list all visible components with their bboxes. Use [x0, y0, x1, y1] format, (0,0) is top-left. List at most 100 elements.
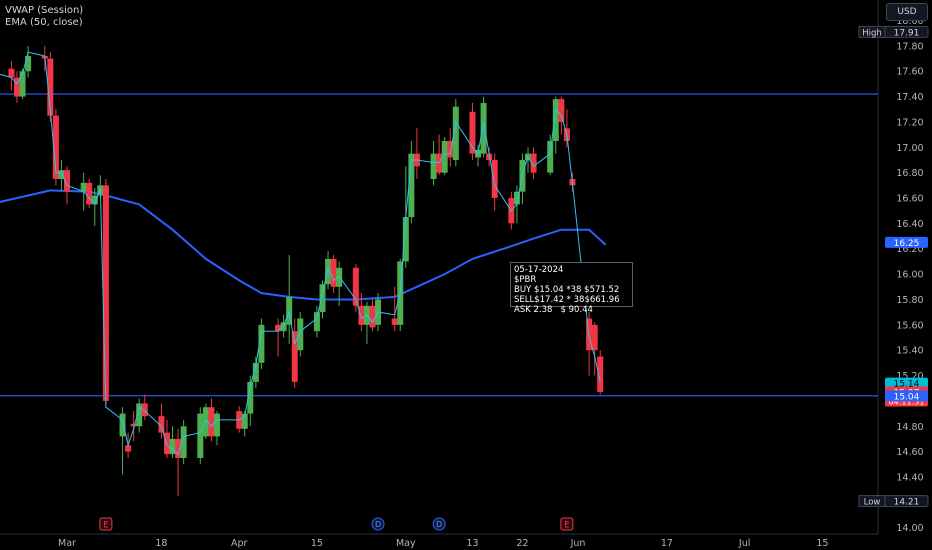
- candle[interactable]: [102, 179, 109, 408]
- candle-body: [352, 267, 359, 306]
- earnings-marker[interactable]: E: [99, 517, 113, 531]
- candle-body: [547, 140, 554, 173]
- x-tick-label: 22: [516, 538, 528, 549]
- candle[interactable]: [280, 314, 287, 338]
- candle[interactable]: [286, 255, 293, 344]
- candle[interactable]: [297, 312, 304, 357]
- candle[interactable]: [530, 147, 537, 180]
- candle[interactable]: [480, 96, 487, 158]
- candle-body: [558, 99, 565, 122]
- candle-body: [8, 68, 15, 78]
- candle[interactable]: [452, 99, 459, 167]
- candle[interactable]: [441, 137, 448, 176]
- candle[interactable]: [275, 318, 282, 357]
- candle[interactable]: [136, 398, 143, 433]
- candle[interactable]: [91, 187, 98, 226]
- candle[interactable]: [169, 426, 176, 458]
- candle-body: [241, 413, 248, 429]
- candle-body: [480, 102, 487, 154]
- candle-body: [291, 331, 298, 382]
- earnings-icon: [560, 517, 574, 531]
- event-label: D: [375, 520, 381, 529]
- y-tick-label: 14.80: [896, 422, 923, 433]
- candle[interactable]: [86, 179, 93, 209]
- candle[interactable]: [25, 45, 32, 78]
- price-label-box: [885, 390, 928, 402]
- y-tick-label: 15.60: [896, 320, 923, 331]
- candle-body: [202, 407, 209, 437]
- candle[interactable]: [213, 411, 220, 446]
- candle[interactable]: [130, 411, 137, 442]
- candle[interactable]: [158, 403, 165, 439]
- candle[interactable]: [14, 71, 21, 103]
- candle[interactable]: [447, 128, 454, 167]
- candle[interactable]: [469, 102, 476, 160]
- dividend-icon: [432, 517, 446, 531]
- candle[interactable]: [486, 147, 493, 167]
- candle-body: [258, 324, 265, 363]
- event-label: E: [103, 521, 108, 531]
- vwap-line[interactable]: [0, 51, 601, 456]
- candle-body: [430, 153, 437, 180]
- y-tick-label: 17.80: [896, 41, 923, 52]
- candle[interactable]: [330, 255, 337, 294]
- candle-body: [441, 140, 448, 173]
- candle[interactable]: [597, 350, 604, 395]
- candle[interactable]: [163, 419, 170, 458]
- vwap-legend[interactable]: VWAP (Session): [5, 5, 84, 16]
- candle[interactable]: [352, 263, 359, 313]
- candle[interactable]: [258, 318, 265, 370]
- candle-body: [14, 77, 21, 97]
- candle[interactable]: [430, 140, 437, 186]
- candle[interactable]: [436, 134, 443, 176]
- candle[interactable]: [252, 356, 259, 389]
- dividend-marker[interactable]: D: [371, 517, 385, 531]
- candle[interactable]: [491, 153, 498, 211]
- candle[interactable]: [552, 96, 559, 154]
- candle-body: [519, 159, 526, 192]
- candle-body: [197, 413, 204, 458]
- candle[interactable]: [8, 61, 15, 91]
- candle[interactable]: [591, 322, 598, 376]
- ema-legend[interactable]: EMA (50, close): [5, 17, 83, 28]
- candle[interactable]: [175, 428, 182, 496]
- candle[interactable]: [408, 140, 415, 224]
- candle-body: [286, 296, 293, 325]
- candle-body: [297, 318, 304, 351]
- x-tick-label: 13: [466, 538, 478, 549]
- candle[interactable]: [547, 134, 554, 176]
- candle[interactable]: [141, 394, 148, 420]
- price-label: 14.21 Low: [858, 495, 929, 508]
- candle-body: [47, 58, 54, 116]
- price-label: 17.91 High: [858, 25, 929, 38]
- y-tick-label: 18.00: [896, 16, 923, 27]
- candle-body: [141, 403, 148, 417]
- candle[interactable]: [391, 286, 398, 332]
- x-tick-label: Jul: [738, 538, 750, 549]
- dividend-marker[interactable]: D: [432, 517, 446, 531]
- event-label: D: [436, 520, 442, 529]
- candle[interactable]: [58, 159, 65, 192]
- candle[interactable]: [119, 407, 126, 475]
- candle[interactable]: [319, 280, 326, 319]
- x-tick-label: Jun: [570, 538, 586, 549]
- price-label-value: 17.91: [894, 28, 920, 38]
- candle[interactable]: [197, 407, 204, 465]
- candle[interactable]: [180, 419, 187, 465]
- candle[interactable]: [369, 299, 376, 332]
- candle-body: [280, 322, 287, 332]
- candle[interactable]: [208, 398, 215, 442]
- candle-body: [52, 115, 59, 180]
- candle[interactable]: [313, 305, 320, 338]
- y-tick-label: 14.00: [896, 523, 923, 534]
- candle[interactable]: [519, 153, 526, 205]
- candle[interactable]: [291, 318, 298, 389]
- earnings-marker[interactable]: E: [560, 517, 574, 531]
- y-tick-label: 16.20: [896, 244, 923, 255]
- candle[interactable]: [358, 293, 365, 332]
- currency-button[interactable]: USD: [886, 3, 928, 21]
- y-tick-label: 16.80: [896, 168, 923, 179]
- candle-body: [530, 153, 537, 173]
- candle-body: [402, 217, 409, 262]
